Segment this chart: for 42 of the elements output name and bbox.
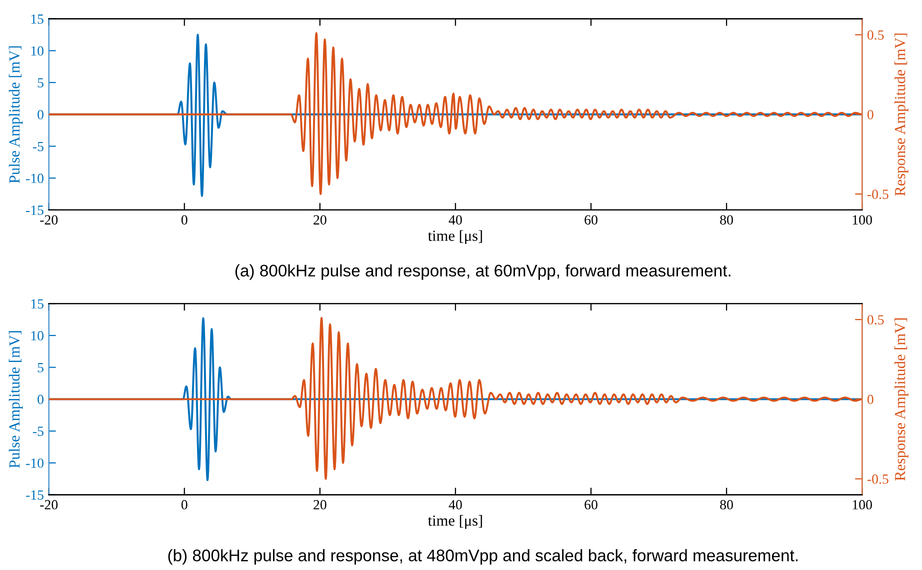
y2-axis-title: Response Amplitude [mV] (894, 34, 908, 196)
y-tick-label: 10 (31, 46, 44, 56)
y2-tick-label: 0 (867, 394, 874, 404)
x-tick-label: 100 (852, 500, 872, 510)
y-tick-label: -15 (26, 490, 44, 500)
x-tick-label: 40 (448, 215, 462, 225)
y-tick-label: -10 (26, 458, 44, 468)
x-tick-label: -20 (40, 215, 58, 225)
y-tick-label: -10 (26, 174, 44, 184)
y-tick-label: 0 (38, 394, 44, 404)
text: (b) 800kHz pulse and response, at 480mVpp and scaled back, forward measurement. (168, 549, 798, 565)
y2-tick-label: 0 (867, 110, 874, 120)
y-tick-label: -15 (26, 206, 44, 215)
y2-tick-label: -0.5 (867, 190, 888, 200)
y-tick-label: 0 (38, 110, 44, 120)
x-tick-label: 60 (584, 500, 598, 510)
text: (a) 800kHz pulse and response, at 60mVpp, forward measurement. (235, 264, 730, 280)
x-axis-title: time [μs] (428, 230, 482, 244)
x-tick-label: 100 (852, 215, 872, 225)
y-axis-title: Pulse Amplitude [mV] (8, 331, 23, 468)
y-tick-label: -5 (32, 142, 44, 152)
y-axis-title: Pulse Amplitude [mV] (8, 46, 23, 184)
x-axis-title: time [μs] (428, 514, 482, 529)
x-tick-label: 0 (181, 215, 188, 225)
y-tick-label: 15 (31, 299, 44, 309)
y2-tick-label: -0.5 (867, 474, 888, 484)
y-tick-label: 5 (38, 363, 44, 372)
y-tick-label: -5 (32, 426, 44, 436)
y-tick-label: 5 (38, 78, 44, 88)
y-tick-label: 15 (31, 14, 44, 24)
y2-axis-title: Response Amplitude [mV] (894, 318, 908, 481)
x-tick-label: 80 (720, 215, 733, 225)
x-tick-label: -20 (40, 500, 58, 510)
x-tick-label: 80 (720, 500, 733, 510)
x-tick-label: 40 (448, 500, 462, 510)
x-tick-label: 20 (314, 215, 326, 225)
y2-tick-label: 0.5 (867, 315, 884, 325)
x-tick-label: 20 (314, 500, 326, 510)
y-tick-label: 10 (31, 331, 44, 340)
x-tick-label: 0 (181, 500, 188, 510)
x-tick-label: 60 (584, 215, 598, 225)
y2-tick-label: 0.5 (867, 30, 884, 40)
